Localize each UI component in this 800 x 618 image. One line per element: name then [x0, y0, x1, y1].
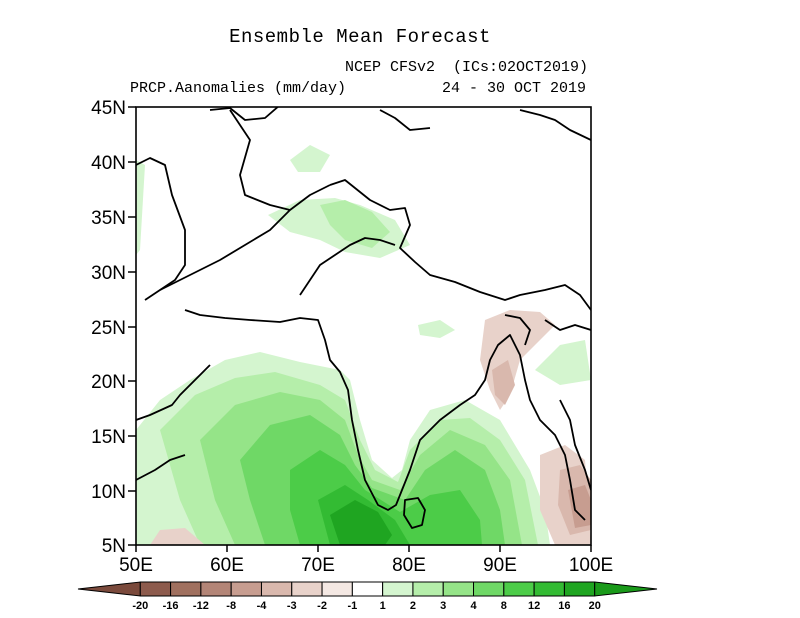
ics-date: (ICs:02OCT2019): [452, 59, 588, 76]
lon-label: 90E: [483, 555, 517, 576]
dry-anomaly-bay-2: [492, 360, 515, 405]
anomaly-field: [136, 107, 591, 545]
colorbar-swatch: [351, 581, 384, 597]
colorbar-label: -20: [132, 600, 148, 612]
lat-labels: 45N 40N 35N 30N 25N 20N 15N 10N 5N: [91, 98, 126, 557]
wet-patch-central: [418, 320, 455, 338]
chart-title: Ensemble Mean Forecast: [229, 26, 491, 48]
lat-label: 15N: [91, 427, 126, 448]
lat-label: 35N: [91, 208, 126, 229]
colorbar-swatch: [321, 581, 353, 597]
lon-label: 100E: [569, 555, 613, 576]
lat-label: 30N: [91, 263, 126, 284]
lon-label: 60E: [210, 555, 244, 576]
colorbar-swatch: [260, 581, 293, 597]
colorbar-label: 20: [589, 600, 601, 612]
colorbar-label: -3: [287, 600, 297, 612]
lat-ticks: [128, 106, 136, 546]
lat-label: 5N: [102, 536, 126, 557]
colorbar-label: -8: [226, 600, 236, 612]
dry-anomaly-sw: [150, 528, 205, 545]
colorbar-arrow-right: [594, 581, 658, 597]
lon-label: 50E: [119, 555, 153, 576]
lat-label: 45N: [91, 98, 126, 119]
wet-patch-far-north: [290, 145, 330, 172]
colorbar-swatch: [382, 581, 414, 597]
dry-anomaly-bay: [480, 310, 555, 410]
colorbar-label: -2: [317, 600, 327, 612]
model-name: NCEP CFSv2: [344, 59, 435, 76]
lon-label: 80E: [392, 555, 426, 576]
colorbar-label: 12: [528, 600, 540, 612]
lat-label: 20N: [91, 372, 126, 393]
colorbar-label: -12: [193, 600, 209, 612]
colorbar-swatch: [139, 581, 172, 597]
colorbar-swatch: [170, 581, 202, 597]
colorbar-arrow-left: [77, 581, 141, 597]
colorbar-label: -16: [163, 600, 179, 612]
colorbar-label: 1: [380, 600, 386, 612]
colorbar-swatch: [442, 581, 475, 597]
colorbar-label: 16: [558, 600, 570, 612]
colorbar-label: -1: [347, 600, 357, 612]
wet-anomaly-7: [330, 500, 392, 545]
colorbar-label: 2: [410, 600, 416, 612]
colorbar-swatch: [563, 581, 596, 597]
wet-patch-north-2: [320, 200, 390, 248]
variable-label: PRCP.Aanomalies (mm/day): [130, 80, 347, 97]
colorbar-swatch: [533, 581, 565, 597]
forecast-period: 24 - 30 OCT 2019: [441, 80, 586, 97]
lon-ticks: [135, 545, 592, 552]
colorbar: [77, 581, 658, 597]
dry-anomaly-se-3: [568, 485, 591, 528]
colorbar-label: 4: [470, 600, 477, 612]
coastlines: [136, 107, 591, 529]
lat-label: 40N: [91, 153, 126, 174]
lon-labels: 50E 60E 70E 80E 90E 100E: [119, 555, 613, 576]
map-frame: [135, 106, 592, 546]
colorbar-swatch: [291, 581, 323, 597]
colorbar-labels: -20 -16 -12 -8 -4 -3 -2 -1 1 2 3 4 8 12 16 20: [132, 600, 600, 612]
colorbar-swatch: [230, 581, 262, 597]
subtitle-model: NCEP CFSv2 (ICs:02OCT2019): [345, 59, 588, 76]
colorbar-label: 3: [440, 600, 446, 612]
colorbar-swatch: [200, 581, 232, 597]
lon-label: 70E: [301, 555, 335, 576]
colorbar-swatch: [412, 581, 444, 597]
wet-patch-west: [136, 160, 145, 255]
lat-label: 25N: [91, 318, 126, 339]
colorbar-label: 8: [501, 600, 507, 612]
colorbar-swatch: [503, 581, 535, 597]
colorbar-swatch: [473, 581, 505, 597]
wet-patch-east: [535, 340, 591, 385]
colorbar-label: -4: [257, 600, 268, 612]
lat-label: 10N: [91, 482, 126, 503]
